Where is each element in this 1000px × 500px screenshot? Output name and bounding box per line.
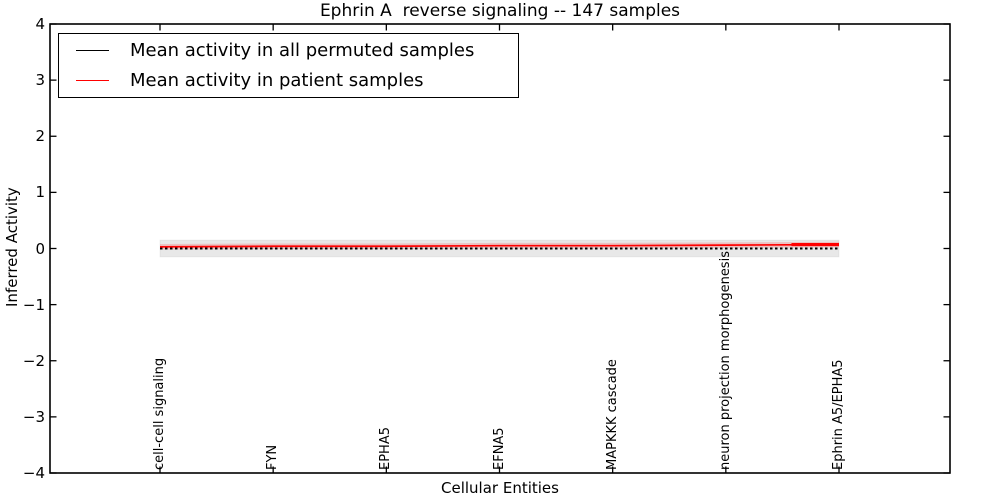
x-tick-label: EFNA5	[491, 427, 507, 470]
y-tick-label: 2	[35, 127, 45, 146]
y-tick-label: −1	[22, 295, 45, 314]
x-tick-label: neuron projection morphogenesis	[717, 251, 733, 470]
permuted-line-swatch	[76, 50, 109, 51]
y-tick-label: 1	[35, 183, 45, 202]
y-tick-label: −4	[22, 464, 45, 482]
y-tick-label: 3	[35, 71, 45, 90]
legend: Mean activity in all permuted samples Me…	[58, 33, 519, 98]
x-axis-label: Cellular Entities	[441, 479, 559, 497]
x-tick-label: FYN	[265, 444, 281, 470]
legend-entry-permuted: Mean activity in all permuted samples	[59, 40, 518, 62]
patient-mean-line	[159, 243, 840, 248]
y-tick-label: −3	[22, 407, 45, 426]
x-tick-label: MAPKKK cascade	[604, 359, 620, 470]
patient-std-band	[160, 241, 839, 250]
y-tick-label: 0	[35, 239, 45, 258]
legend-label-permuted: Mean activity in all permuted samples	[130, 40, 475, 61]
patient-line-swatch	[76, 80, 109, 81]
legend-label-patient: Mean activity in patient samples	[130, 70, 424, 91]
permuted-std-band	[159, 239, 840, 258]
y-tick-label: 4	[35, 15, 45, 33]
y-tick-label: −2	[22, 351, 45, 370]
x-tick-label: cell-cell signaling	[152, 357, 167, 470]
legend-entry-patient: Mean activity in patient samples	[59, 70, 518, 92]
x-tick-label: Ephrin A5/EPHA5	[831, 359, 846, 470]
x-tick-label: EPHA5	[378, 427, 394, 470]
chart-title: Ephrin A reverse signaling -- 147 sample…	[319, 1, 681, 21]
